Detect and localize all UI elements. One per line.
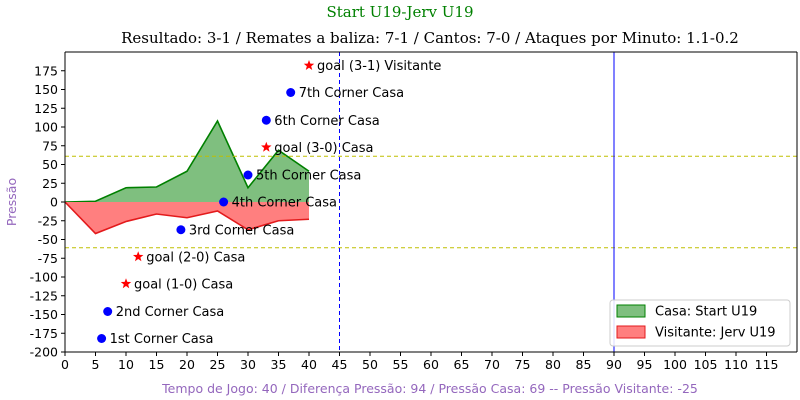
event-label-1: 1st Corner Casa	[110, 332, 214, 347]
event-label-11: goal (3-1) Visitante	[317, 59, 441, 74]
y-tick-label: 50	[42, 157, 58, 172]
corner-marker-6	[261, 115, 271, 125]
event-label-2: 2nd Corner Casa	[116, 305, 225, 320]
x-tick-label: 20	[179, 357, 195, 372]
event-label-9: goal (2-0) Casa	[146, 250, 245, 265]
event-label-7: 7th Corner Casa	[299, 86, 404, 101]
goal-marker-9	[132, 251, 144, 262]
x-tick-label: 30	[240, 357, 256, 372]
y-tick-label: -200	[30, 345, 58, 360]
chart-subtitle: Resultado: 3-1 / Remates a baliza: 7-1 /…	[121, 29, 739, 47]
legend-swatch-visitante	[616, 325, 646, 339]
corner-marker-3	[176, 225, 186, 235]
y-tick-label: -50	[38, 232, 58, 247]
x-tick-label: 80	[545, 357, 561, 372]
y-tick-label: -175	[30, 326, 58, 341]
x-axis-label: Tempo de Jogo: 40 / Diferença Pressão: 9…	[161, 381, 698, 396]
legend-frame	[609, 299, 791, 347]
event-label-4: 4th Corner Casa	[232, 196, 337, 211]
y-axis-label: Pressão	[4, 178, 19, 226]
plot-area: 1st Corner Casa 2nd Corner Casa 3rd Corner…	[30, 51, 798, 372]
event-label-3: 3rd Corner Casa	[189, 223, 294, 238]
series-line-casa	[64, 119, 310, 203]
series-area-casa	[65, 121, 309, 202]
x-tick-label: 0	[61, 357, 69, 372]
x-tick-label: 25	[210, 357, 226, 372]
x-tick-label: 45	[332, 357, 348, 372]
series-line-visitante	[64, 201, 310, 235]
x-tick-label: 65	[454, 357, 470, 372]
y-tick-label: 100	[34, 120, 58, 135]
x-tick-label: 10	[118, 357, 134, 372]
chart-title: Start U19-Jerv U19	[326, 3, 473, 21]
goal-marker-10	[261, 141, 272, 152]
legend-swatch-casa	[616, 304, 646, 318]
y-tick-label: 25	[42, 176, 58, 191]
x-tick-label: 55	[393, 357, 409, 372]
x-tick-label: 60	[423, 357, 439, 372]
y-tick-label: -125	[30, 288, 58, 303]
corner-marker-1	[97, 334, 107, 343]
x-tick-label: 5	[92, 357, 100, 372]
y-tick-label: 125	[34, 101, 58, 116]
corner-marker-7	[286, 88, 296, 97]
y-tick-label: 75	[42, 138, 58, 153]
event-label-8: goal (1-0) Casa	[134, 277, 233, 292]
y-tick-label: -100	[30, 270, 58, 285]
y-tick-label: -150	[30, 307, 58, 322]
y-tick-label: 0	[50, 195, 58, 210]
x-tick-label: 95	[637, 357, 653, 372]
x-tick-label: 115	[755, 357, 779, 372]
x-tick-label: 50	[362, 357, 378, 372]
x-tick-label: 70	[484, 357, 500, 372]
x-tick-label: 110	[724, 357, 748, 372]
x-tick-label: 75	[515, 357, 531, 372]
y-tick-label: -25	[38, 213, 58, 228]
legend: Casa: Start U19 Visitante: Jerv U19	[609, 299, 791, 347]
corner-marker-4	[219, 197, 229, 207]
corner-marker-5	[243, 170, 253, 180]
goal-marker-11	[303, 60, 315, 70]
y-tick-label: -75	[38, 251, 58, 266]
y-tick-label: 150	[34, 82, 58, 97]
goal-marker-8	[120, 278, 132, 289]
x-tick-label: 40	[301, 357, 317, 372]
x-tick-label: 105	[694, 357, 718, 372]
x-tick-label: 85	[576, 357, 592, 372]
corner-marker-2	[103, 307, 113, 316]
y-tick-label: 175	[34, 63, 58, 78]
x-tick-label: 90	[606, 357, 622, 372]
event-label-5: 5th Corner Casa	[256, 169, 361, 184]
legend-label-casa: Casa: Start U19	[655, 305, 757, 320]
legend-label-visitante: Visitante: Jerv U19	[655, 326, 776, 341]
event-label-6: 6th Corner Casa	[274, 114, 379, 129]
x-tick-label: 15	[149, 357, 165, 372]
x-tick-label: 100	[663, 357, 687, 372]
event-label-10: goal (3-0) Casa	[274, 141, 373, 156]
x-tick-label: 35	[271, 357, 287, 372]
